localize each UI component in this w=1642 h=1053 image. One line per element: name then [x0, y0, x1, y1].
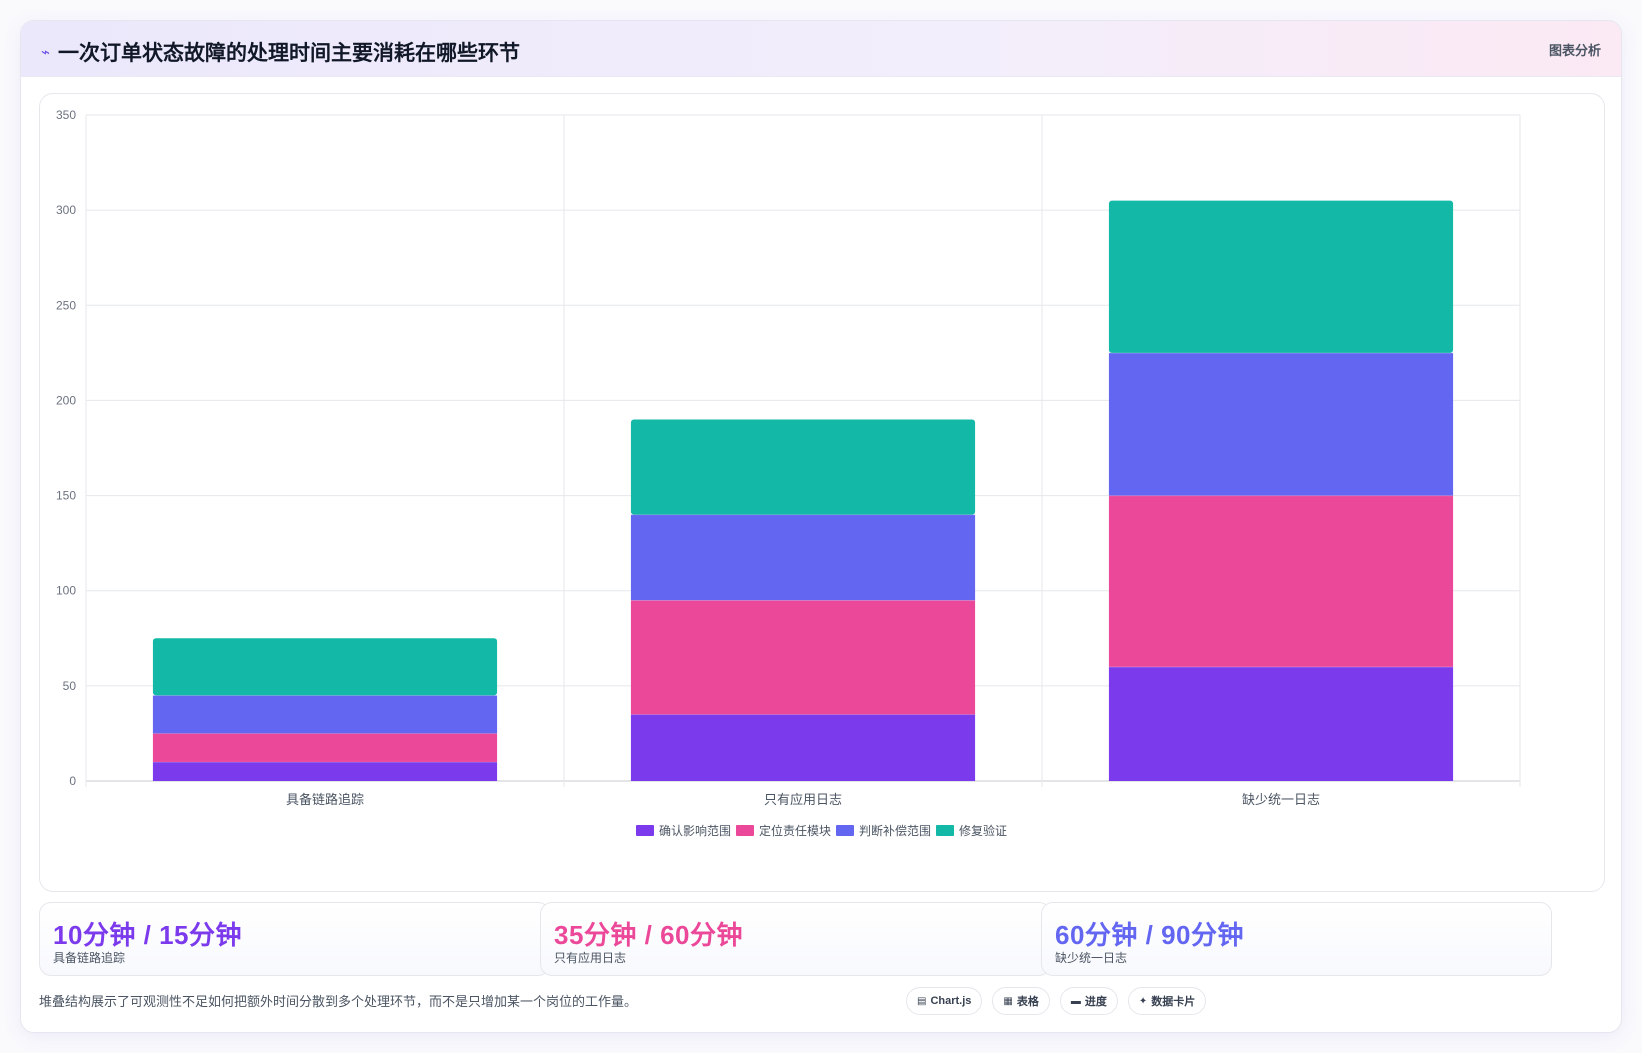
- stat-value: 10分钟 / 15分钟: [53, 920, 243, 950]
- legend-label: 判断补偿范围: [859, 823, 931, 838]
- y-tick-label: 50: [63, 679, 77, 693]
- y-tick-label: 250: [56, 298, 76, 312]
- bar-segment: [152, 733, 498, 762]
- bar-segment: [152, 695, 498, 734]
- footer-note: 堆叠结构展示了可观测性不足如何把额外时间分散到多个处理环节，而不是只增加某一个岗…: [39, 994, 638, 1009]
- y-tick-label: 200: [56, 393, 76, 407]
- legend-label: 定位责任模块: [759, 823, 831, 838]
- legend-label: 修复验证: [959, 823, 1007, 838]
- page-title: 一次订单状态故障的处理时间主要消耗在哪些环节: [58, 42, 521, 65]
- stat-label: 缺少统一日志: [1055, 951, 1128, 965]
- chip-row: ▤ Chart.js ▦ 表格 ▬ 进度 ✦ 数据卡片: [906, 987, 1216, 1015]
- stat-card-tracing: 10分钟 / 15分钟 具备链路追踪: [39, 902, 550, 976]
- y-tick-label: 350: [56, 108, 76, 122]
- chart-analysis-tag: 图表分析: [1548, 43, 1601, 58]
- stacked-bar-chart: 0 50 100 150 200 250 300 350 具备链路追踪 只有应用日志 缺少统一日志确…: [56, 108, 1521, 838]
- stat-card-no-unified-logs: 60分钟 / 90分钟 缺少统一日志: [1041, 902, 1552, 976]
- legend-swatch: [836, 825, 854, 836]
- chart-icon: ▤: [917, 995, 927, 1007]
- y-tick-label: 0: [69, 774, 76, 788]
- chart-card: ⌁ 一次订单状态故障的处理时间主要消耗在哪些环节 图表分析 0 50 100 150 2…: [20, 20, 1622, 1033]
- x-tick-label: 只有应用日志: [764, 792, 842, 807]
- table-icon: ▦: [1003, 995, 1013, 1007]
- y-tick-label: 100: [56, 584, 76, 598]
- stat-value: 35分钟 / 60分钟: [554, 920, 744, 950]
- stat-label: 具备链路追踪: [53, 951, 126, 965]
- chip-label: 数据卡片: [1151, 996, 1196, 1008]
- bar-segment: [630, 419, 976, 515]
- bar-segment: [630, 600, 976, 715]
- x-tick-label: 具备链路追踪: [286, 792, 364, 807]
- bolt-icon: ⌁: [41, 44, 51, 61]
- legend-swatch: [736, 825, 754, 836]
- bar-segment: [630, 514, 976, 601]
- chip-table[interactable]: ▦ 表格: [992, 987, 1050, 1015]
- chart-panel: 0 50 100 150 200 250 300 350 具备链路追踪 只有应用日志 缺少统一日志确…: [39, 93, 1605, 892]
- bar-segment: [1108, 200, 1454, 353]
- chip-label: Chart.js: [930, 995, 972, 1007]
- progress-icon: ▬: [1070, 995, 1081, 1007]
- chip-progress[interactable]: ▬ 进度: [1059, 987, 1118, 1015]
- y-tick-label: 150: [56, 489, 76, 503]
- stats-row: 10分钟 / 15分钟 具备链路追踪 35分钟 / 60分钟 只有应用日志 60…: [39, 902, 1605, 976]
- chip-data-cards[interactable]: ✦ 数据卡片: [1127, 987, 1207, 1015]
- chip-chartjs[interactable]: ▤ Chart.js: [906, 987, 983, 1015]
- x-tick-label: 缺少统一日志: [1242, 792, 1320, 807]
- legend-swatch: [636, 825, 654, 836]
- sparkle-icon: ✦: [1138, 995, 1148, 1007]
- bar-segment: [1108, 352, 1454, 496]
- title-wrap: ⌁ 一次订单状态故障的处理时间主要消耗在哪些环节: [41, 37, 520, 67]
- stat-value: 60分钟 / 90分钟: [1055, 920, 1245, 950]
- bar-segment: [1108, 495, 1454, 667]
- legend-swatch: [936, 825, 954, 836]
- bar-segment: [630, 714, 976, 781]
- y-tick-label: 300: [56, 203, 76, 217]
- legend-label: 确认影响范围: [659, 823, 731, 838]
- stat-label: 只有应用日志: [554, 951, 627, 965]
- bar-segment: [1108, 666, 1454, 781]
- stat-card-app-logs: 35分钟 / 60分钟 只有应用日志: [540, 902, 1051, 976]
- chip-label: 表格: [1016, 996, 1039, 1008]
- card-header: ⌁ 一次订单状态故障的处理时间主要消耗在哪些环节 图表分析: [21, 21, 1621, 77]
- bar-segment: [152, 761, 498, 781]
- chip-label: 进度: [1084, 996, 1107, 1008]
- bar-segment: [152, 638, 498, 696]
